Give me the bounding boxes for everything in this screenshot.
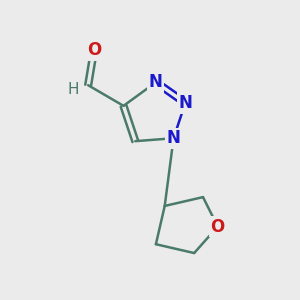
Text: O: O <box>87 41 101 59</box>
Text: N: N <box>167 129 181 147</box>
Text: H: H <box>68 82 79 97</box>
Text: N: N <box>178 94 192 112</box>
Text: N: N <box>149 73 163 91</box>
Text: O: O <box>211 218 225 236</box>
